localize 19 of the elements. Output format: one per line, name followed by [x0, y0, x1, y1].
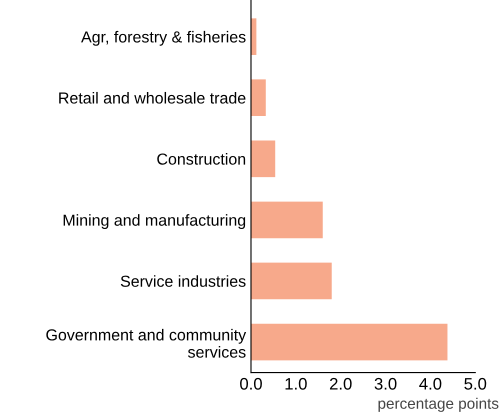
- y-tick-label: Retail and wholesale trade: [59, 92, 246, 104]
- x-tick-label: 3.0: [374, 378, 396, 390]
- x-tick-label: 1.0: [286, 378, 307, 390]
- y-tick-label: Mining and manufacturing: [64, 214, 246, 229]
- y-tick-label: Service industries: [120, 275, 246, 287]
- bar: [250, 262, 332, 300]
- y-tick-label: Agr, forestry & fisheries: [81, 30, 246, 46]
- bar: [250, 79, 266, 116]
- x-tick-label: 5.0: [464, 378, 486, 390]
- x-tick-label: 0.0: [240, 378, 262, 390]
- x-tick-label: 4.0: [419, 378, 442, 390]
- x-axis-title: percentage points: [378, 398, 498, 412]
- bar: [250, 140, 276, 178]
- x-tick-label: 2.0: [330, 378, 352, 390]
- y-tick-label: Government and community services: [46, 328, 246, 358]
- bar: [250, 18, 256, 55]
- bar: [250, 202, 323, 238]
- bar: [250, 324, 448, 360]
- y-tick-label: Construction: [157, 153, 246, 165]
